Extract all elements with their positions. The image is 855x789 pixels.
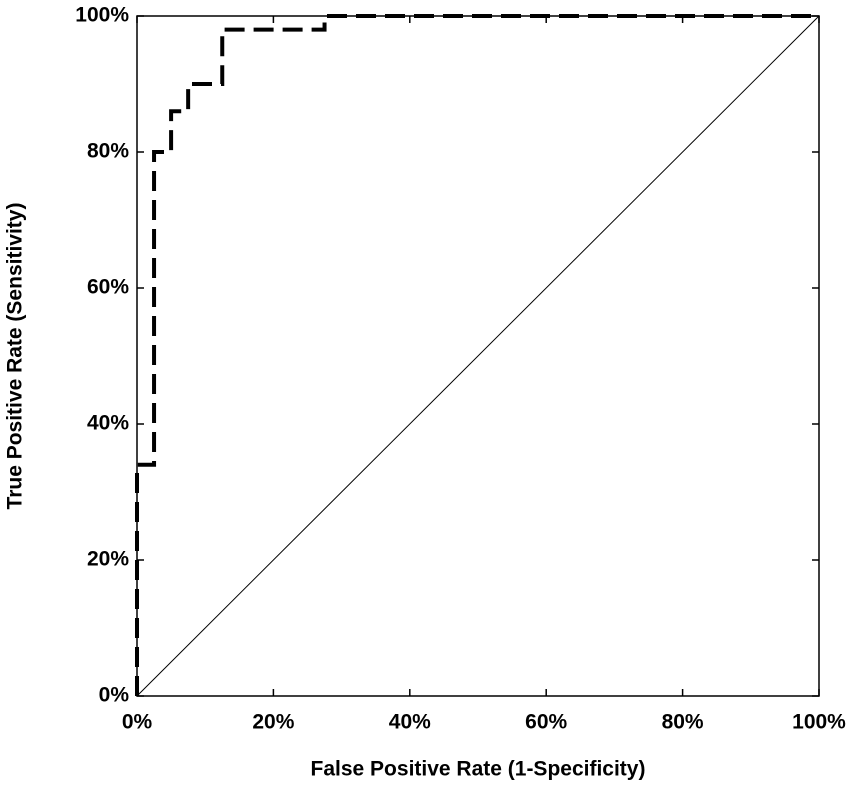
series-line — [136, 15, 820, 697]
y-tick-label: 40% — [87, 412, 129, 435]
x-tick-label: 40% — [389, 711, 431, 734]
x-tick-label: 100% — [792, 711, 846, 734]
y-tick-label: 60% — [87, 276, 129, 299]
series-line — [135, 14, 819, 696]
y-tick-label: 0% — [99, 684, 130, 707]
y-tick-label: 100% — [75, 4, 129, 27]
x-tick-label: 0% — [122, 711, 153, 734]
y-axis-title: True Positive Rate (Sensitivity) — [4, 203, 27, 510]
x-tick-label: 60% — [525, 711, 567, 734]
y-tick-label: 80% — [87, 140, 129, 163]
x-tick-label: 20% — [252, 711, 294, 734]
x-tick-label: 80% — [662, 711, 704, 734]
y-tick-label: 20% — [87, 548, 129, 571]
x-axis-title: False Positive Rate (1-Specificity) — [311, 758, 646, 781]
